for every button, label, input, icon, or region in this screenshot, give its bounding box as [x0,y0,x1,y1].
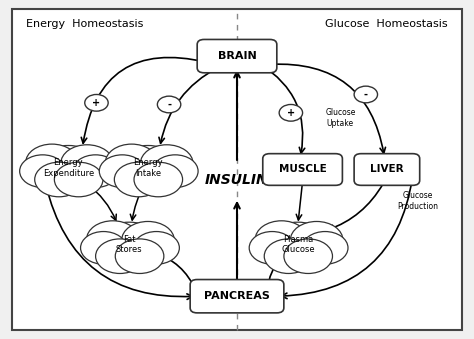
Ellipse shape [19,155,65,187]
Text: Glucose  Homeostasis: Glucose Homeostasis [325,19,448,29]
Text: +: + [92,98,100,108]
Text: PANCREAS: PANCREAS [204,291,270,301]
Text: +: + [287,108,295,118]
FancyBboxPatch shape [263,154,342,185]
FancyBboxPatch shape [354,154,419,185]
Ellipse shape [35,162,83,197]
Ellipse shape [96,239,144,274]
Ellipse shape [291,221,343,259]
Ellipse shape [249,232,295,264]
Ellipse shape [255,221,308,258]
Ellipse shape [115,239,164,274]
Ellipse shape [140,145,193,182]
Ellipse shape [105,144,158,182]
Ellipse shape [122,221,174,259]
Ellipse shape [99,155,145,187]
Circle shape [157,96,181,113]
Ellipse shape [284,239,332,274]
Text: -: - [167,99,171,109]
Text: Glucose
Uptake: Glucose Uptake [326,108,356,127]
Circle shape [354,86,377,103]
Text: Plasma
Glucose: Plasma Glucose [281,235,315,254]
Ellipse shape [81,232,127,264]
Text: Fat
Stores: Fat Stores [116,235,143,254]
Ellipse shape [73,155,118,187]
Ellipse shape [302,232,348,264]
Text: Energy
Expenditure: Energy Expenditure [43,158,94,178]
Ellipse shape [61,145,113,182]
Ellipse shape [264,239,313,274]
Ellipse shape [114,162,163,197]
Text: LIVER: LIVER [370,164,404,175]
Ellipse shape [134,162,182,197]
Circle shape [85,95,108,111]
Ellipse shape [55,162,103,197]
Ellipse shape [26,144,78,182]
Ellipse shape [134,232,179,264]
Text: MUSCLE: MUSCLE [279,164,327,175]
FancyBboxPatch shape [197,39,277,73]
FancyBboxPatch shape [190,280,284,313]
FancyBboxPatch shape [12,9,462,330]
Ellipse shape [114,145,182,194]
Text: BRAIN: BRAIN [218,51,256,61]
Ellipse shape [152,155,198,187]
Text: Glucose
Production: Glucose Production [397,192,438,211]
Ellipse shape [264,222,332,270]
Text: INSULIN: INSULIN [205,173,269,186]
Text: -: - [364,89,368,99]
Text: Energy  Homeostasis: Energy Homeostasis [26,19,144,29]
Ellipse shape [87,221,139,258]
Ellipse shape [96,222,163,270]
Circle shape [279,104,302,121]
Ellipse shape [35,145,102,194]
Text: Energy
Intake: Energy Intake [133,158,163,178]
